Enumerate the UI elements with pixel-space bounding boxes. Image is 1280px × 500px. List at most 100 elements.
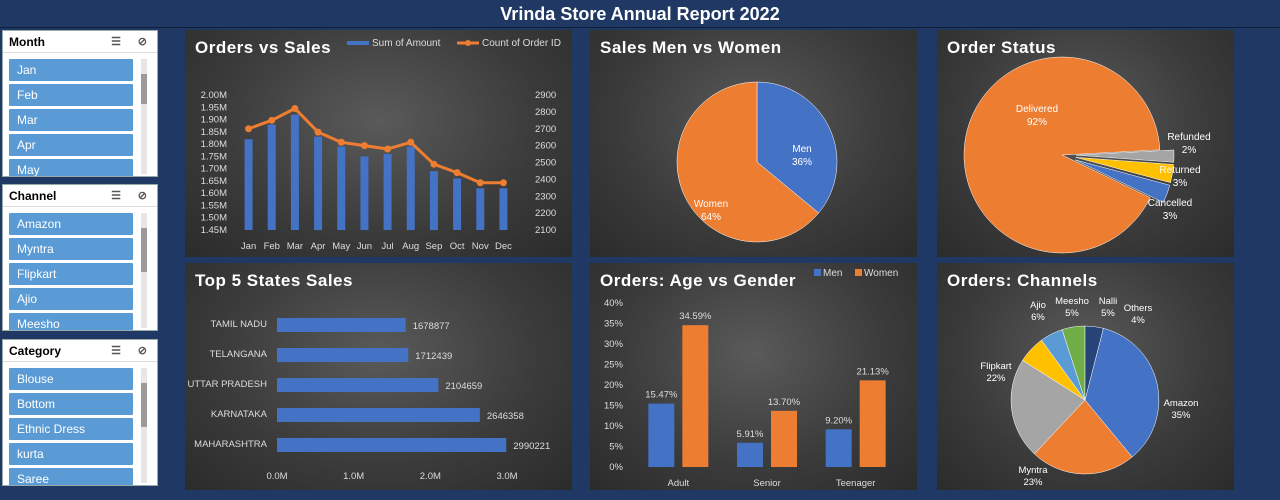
slicer-item-saree[interactable]: Saree: [9, 468, 133, 485]
slicer-item-amazon[interactable]: Amazon: [9, 213, 133, 235]
x-tick: Nov: [472, 241, 489, 252]
line-orders: [248, 106, 504, 185]
multi-select-icon[interactable]: ☰: [111, 36, 121, 48]
y-left-tick: 1.95M: [201, 102, 227, 113]
y-left-tick: 1.75M: [201, 151, 227, 162]
pie-slice-returned: [1075, 157, 1174, 183]
bar-women: [859, 380, 886, 467]
clear-filter-icon[interactable]: ⊘: [137, 190, 147, 202]
bar-men: [825, 429, 852, 467]
scroll-thumb[interactable]: [141, 228, 147, 272]
legend-label-men: Men: [823, 268, 842, 279]
slicer-item-kurta[interactable]: kurta: [9, 443, 133, 465]
point-orders: [268, 116, 276, 124]
slice-name: Returned: [1159, 165, 1200, 176]
slice-label: 64%: [701, 212, 721, 223]
scrollbar[interactable]: [141, 59, 147, 174]
bar-amount: [244, 139, 253, 230]
bar-state: [277, 438, 507, 452]
bar-women: [771, 410, 797, 467]
legend-marker-orders: [465, 40, 471, 46]
channel-slicer[interactable]: Channel ☰ ⊘ Amazon Myntra Flipkart Ajio …: [2, 184, 158, 331]
data-label: 15.47%: [645, 390, 678, 401]
slice-name: Nalli: [1099, 296, 1117, 307]
y-tick: 20%: [604, 380, 624, 391]
slice-label: 3%: [1163, 211, 1178, 222]
channel-slicer-title: Channel: [9, 188, 57, 203]
bar-amount: [337, 146, 346, 230]
pie-slice-men: [756, 81, 838, 214]
slicer-item-blouse[interactable]: Blouse: [9, 368, 133, 390]
men-women-panel: Sales Men vs Women Men 36% Women 64%: [590, 30, 917, 257]
legend-swatch-amount: [347, 41, 369, 45]
y-right-tick: 2800: [535, 107, 556, 118]
data-label: 34.59%: [679, 311, 712, 322]
age-gender-chart: Men Women 0% 5% 10% 15% 20% 25% 30% 35% 40% 15.47% 3…: [604, 268, 898, 489]
bar-amount: [314, 136, 323, 230]
bar-amount: [290, 114, 299, 230]
legend-label-orders: Count of Order ID: [482, 38, 561, 49]
slice-name: Women: [694, 199, 728, 210]
channels-title: Orders: Channels: [947, 271, 1098, 290]
pie-slice-others: [1084, 325, 1104, 401]
slicer-item-mar[interactable]: Mar: [9, 109, 133, 131]
data-label: 2990221: [513, 441, 550, 452]
slice-name: Cancelled: [1148, 198, 1192, 209]
point-orders: [476, 179, 484, 187]
month-slicer[interactable]: Month ☰ ⊘ Jan Feb Mar Apr May: [2, 30, 158, 177]
report-title: Vrinda Store Annual Report 2022: [0, 0, 1280, 28]
slicer-item-bottom[interactable]: Bottom: [9, 393, 133, 415]
y-right-tick: 2400: [535, 174, 556, 185]
data-label: 21.13%: [857, 366, 890, 377]
age-gender-panel: Orders: Age vs Gender Men Women 0% 5% 10% 15%…: [590, 263, 917, 490]
slicer-item-ajio[interactable]: Ajio: [9, 288, 133, 310]
legend-label-amount: Sum of Amount: [372, 38, 441, 49]
scroll-thumb[interactable]: [141, 74, 147, 104]
slicer-item-may[interactable]: May: [9, 159, 133, 176]
men-women-title: Sales Men vs Women: [600, 38, 782, 57]
x-tick: Mar: [287, 241, 303, 252]
data-label: 5.91%: [737, 429, 764, 440]
slice-name: Men: [792, 144, 811, 155]
bar-state: [277, 348, 409, 362]
legend-swatch-women: [855, 269, 862, 276]
x-tick: 3.0M: [496, 471, 517, 482]
bar-amount: [453, 178, 462, 230]
point-orders: [430, 160, 438, 168]
y-left-tick: 1.50M: [201, 213, 227, 224]
slicer-item-flipkart[interactable]: Flipkart: [9, 263, 133, 285]
multi-select-icon[interactable]: ☰: [111, 190, 121, 202]
slicer-item-myntra[interactable]: Myntra: [9, 238, 133, 260]
y-right-tick: 2900: [535, 90, 556, 101]
slice-name: Delivered: [1016, 104, 1058, 115]
category-slicer[interactable]: Category ☰ ⊘ Blouse Bottom Ethnic Dress …: [2, 339, 158, 486]
slicer-item-jan[interactable]: Jan: [9, 59, 133, 81]
y-tick: TELANGANA: [209, 349, 267, 360]
y-right-tick: 2100: [535, 225, 556, 236]
multi-select-icon[interactable]: ☰: [111, 345, 121, 357]
y-right-tick: 2200: [535, 208, 556, 219]
clear-filter-icon[interactable]: ⊘: [137, 36, 147, 48]
slicer-item-feb[interactable]: Feb: [9, 84, 133, 106]
legend-label-women: Women: [864, 268, 898, 279]
slice-name: Amazon: [1164, 398, 1199, 409]
x-tick: Sep: [425, 241, 442, 252]
x-tick: Senior: [753, 478, 780, 489]
data-label: 2104659: [445, 381, 482, 392]
data-label: 2646358: [487, 411, 524, 422]
slicer-item-apr[interactable]: Apr: [9, 134, 133, 156]
slice-name: Others: [1124, 303, 1153, 314]
y-tick: 25%: [604, 360, 624, 371]
bar-state: [277, 378, 439, 392]
order-status-title: Order Status: [947, 38, 1056, 57]
clear-filter-icon[interactable]: ⊘: [137, 345, 147, 357]
top-states-title: Top 5 States Sales: [195, 271, 353, 290]
slicer-item-meesho[interactable]: Meesho: [9, 313, 133, 330]
slicer-item-ethnic-dress[interactable]: Ethnic Dress: [9, 418, 133, 440]
x-tick: Adult: [668, 478, 690, 489]
top-states-panel: Top 5 States Sales TAMIL NADU 1678877 TELA…: [185, 263, 572, 490]
x-tick: 1.0M: [343, 471, 364, 482]
scroll-thumb[interactable]: [141, 383, 147, 427]
category-slicer-title: Category: [9, 343, 62, 358]
